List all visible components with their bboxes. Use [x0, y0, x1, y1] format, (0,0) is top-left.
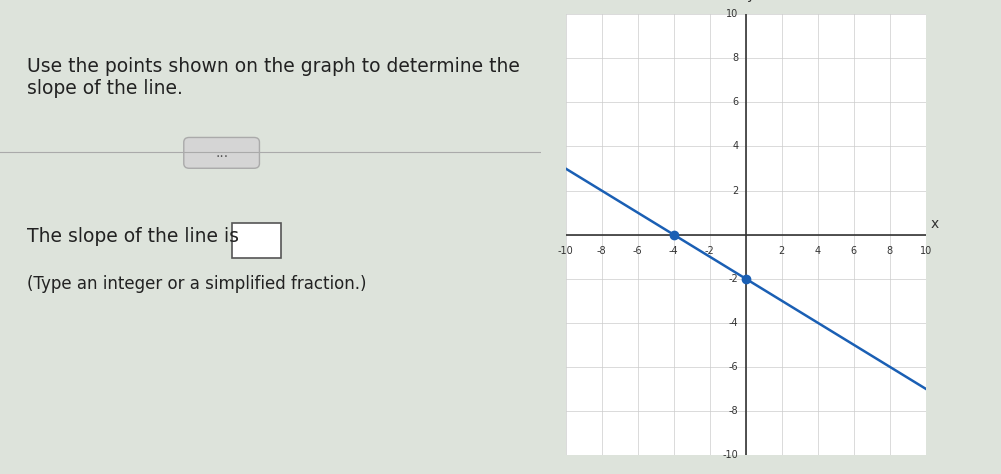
Text: 4: 4	[815, 246, 821, 255]
Text: -10: -10	[723, 450, 739, 460]
Text: 2: 2	[779, 246, 785, 255]
Text: 8: 8	[733, 53, 739, 64]
Text: x: x	[931, 217, 939, 231]
FancyBboxPatch shape	[232, 223, 281, 258]
Text: 10: 10	[920, 246, 932, 255]
Text: ...: ...	[215, 146, 228, 160]
Text: 10: 10	[727, 9, 739, 19]
Text: 6: 6	[733, 97, 739, 108]
Text: -10: -10	[558, 246, 574, 255]
Text: -8: -8	[597, 246, 607, 255]
Text: -2: -2	[705, 246, 715, 255]
Text: -6: -6	[729, 362, 739, 372]
Text: -2: -2	[729, 273, 739, 284]
Text: The slope of the line is: The slope of the line is	[27, 228, 245, 246]
Text: -4: -4	[669, 246, 679, 255]
Text: (Type an integer or a simplified fraction.): (Type an integer or a simplified fractio…	[27, 275, 366, 293]
Text: 6: 6	[851, 246, 857, 255]
Text: 2: 2	[733, 185, 739, 196]
Text: -8: -8	[729, 406, 739, 416]
Text: 4: 4	[733, 141, 739, 152]
Text: 8: 8	[887, 246, 893, 255]
FancyBboxPatch shape	[184, 137, 259, 168]
Text: Use the points shown on the graph to determine the
slope of the line.: Use the points shown on the graph to det…	[27, 57, 520, 98]
Text: y: y	[746, 0, 755, 2]
Text: -6: -6	[633, 246, 643, 255]
Text: -4: -4	[729, 318, 739, 328]
